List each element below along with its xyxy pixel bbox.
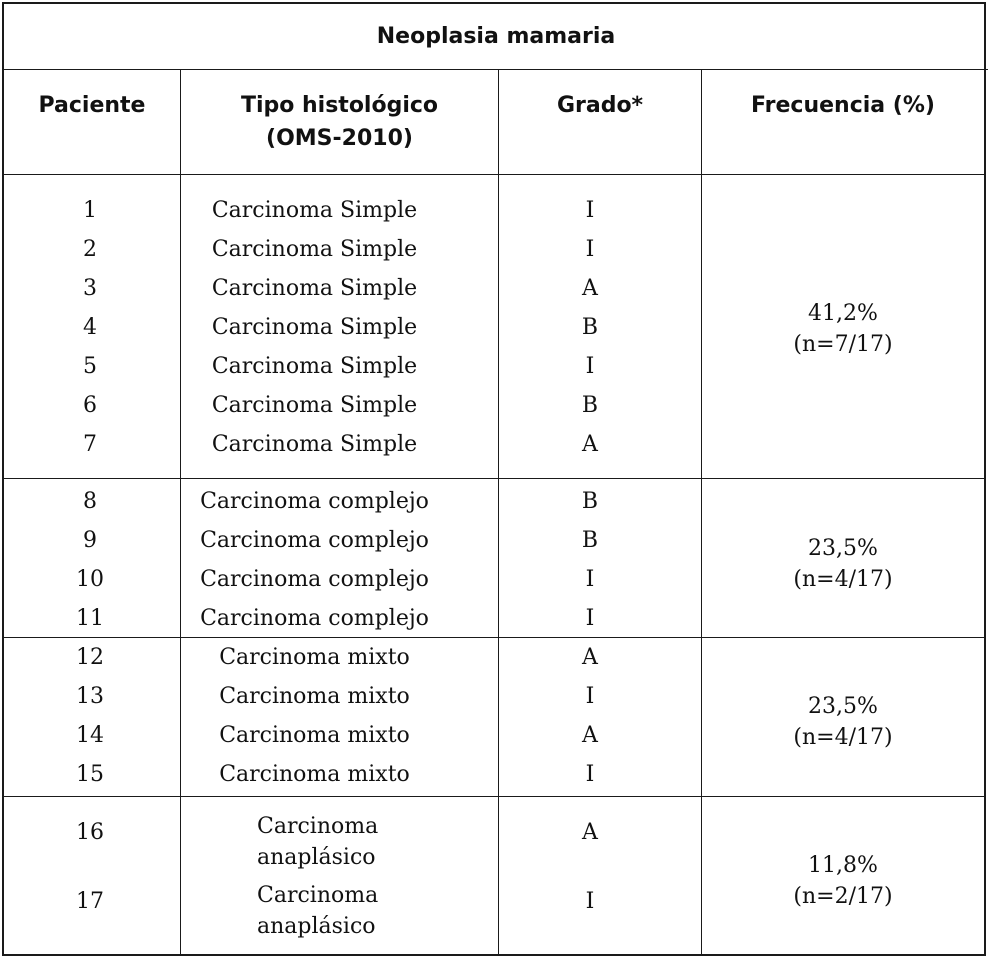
cell-paciente: 6 — [83, 393, 97, 418]
cell-tipo-histologico: Carcinoma complejo — [200, 567, 429, 592]
cell-tipo-histologico: Carcinoma mixto — [219, 723, 410, 748]
group-divider — [4, 796, 984, 797]
cell-tipo-histologico: Carcinoma mixto — [219, 762, 410, 787]
cell-grado: B — [581, 528, 599, 553]
cell-tipo-histologico: Carcinoma Simple — [211, 198, 418, 223]
cell-grado: A — [582, 432, 598, 457]
cell-frecuencia: 11,8% (n=2/17) — [793, 853, 893, 909]
cell-paciente: 3 — [83, 276, 97, 301]
cell-tipo-histologico: Carcinoma anaplásico — [257, 814, 379, 870]
cell-tipo-histologico: Carcinoma complejo — [200, 528, 429, 553]
cell-paciente: 8 — [83, 489, 97, 514]
cell-frecuencia: 23,5% (n=4/17) — [793, 536, 893, 592]
cell-paciente: 13 — [76, 684, 104, 709]
cell-tipo-histologico: Carcinoma Simple — [211, 276, 418, 301]
header-divider — [4, 174, 984, 175]
cell-grado: B — [581, 489, 599, 514]
cell-tipo-histologico: Carcinoma anaplásico — [257, 883, 379, 939]
cell-tipo-histologico: Carcinoma mixto — [219, 645, 410, 670]
cell-grado: I — [585, 762, 595, 787]
cell-paciente: 11 — [76, 606, 104, 631]
cell-paciente: 2 — [83, 237, 97, 262]
cell-paciente: 7 — [83, 432, 97, 457]
cell-paciente: 12 — [76, 645, 104, 670]
column-divider — [498, 70, 499, 954]
header-tipo-histologico: Tipo histológico (OMS-2010) — [240, 93, 439, 151]
header-frecuencia: Frecuencia (%) — [751, 93, 935, 118]
cell-frecuencia: 41,2% (n=7/17) — [793, 301, 893, 357]
cell-tipo-histologico: Carcinoma Simple — [211, 432, 418, 457]
cell-tipo-histologico: Carcinoma mixto — [219, 684, 410, 709]
cell-tipo-histologico: Carcinoma Simple — [211, 393, 418, 418]
cell-tipo-histologico: Carcinoma Simple — [211, 354, 418, 379]
cell-paciente: 14 — [76, 723, 104, 748]
cell-paciente: 15 — [76, 762, 104, 787]
cell-grado: A — [582, 276, 598, 301]
cell-tipo-histologico: Carcinoma complejo — [200, 606, 429, 631]
cell-tipo-histologico: Carcinoma Simple — [211, 237, 418, 262]
cell-tipo-histologico: Carcinoma complejo — [200, 489, 429, 514]
cell-paciente: 4 — [83, 315, 97, 340]
cell-paciente: 10 — [76, 567, 104, 592]
cell-grado: I — [585, 889, 595, 914]
cell-grado: A — [582, 820, 598, 845]
cell-paciente: 5 — [83, 354, 97, 379]
cell-grado: I — [585, 354, 595, 379]
group-divider — [4, 637, 984, 638]
cell-paciente: 16 — [76, 820, 104, 845]
header-paciente: Paciente — [38, 93, 146, 118]
cell-grado: A — [582, 723, 598, 748]
table-title: Neoplasia mamaria — [4, 4, 988, 70]
cell-grado: B — [581, 315, 599, 340]
header-grado: Grado* — [556, 93, 644, 118]
cell-tipo-histologico: Carcinoma Simple — [211, 315, 418, 340]
cell-grado: I — [585, 684, 595, 709]
cell-grado: I — [585, 606, 595, 631]
cell-paciente: 9 — [83, 528, 97, 553]
cell-frecuencia: 23,5% (n=4/17) — [793, 694, 893, 750]
column-divider — [180, 70, 181, 954]
cell-grado: B — [581, 393, 599, 418]
cell-paciente: 17 — [76, 889, 104, 914]
column-divider — [701, 70, 702, 954]
cell-grado: I — [585, 567, 595, 592]
group-divider — [4, 478, 984, 479]
cell-paciente: 1 — [83, 198, 97, 223]
cell-grado: I — [585, 237, 595, 262]
cell-grado: A — [582, 645, 598, 670]
cell-grado: I — [585, 198, 595, 223]
